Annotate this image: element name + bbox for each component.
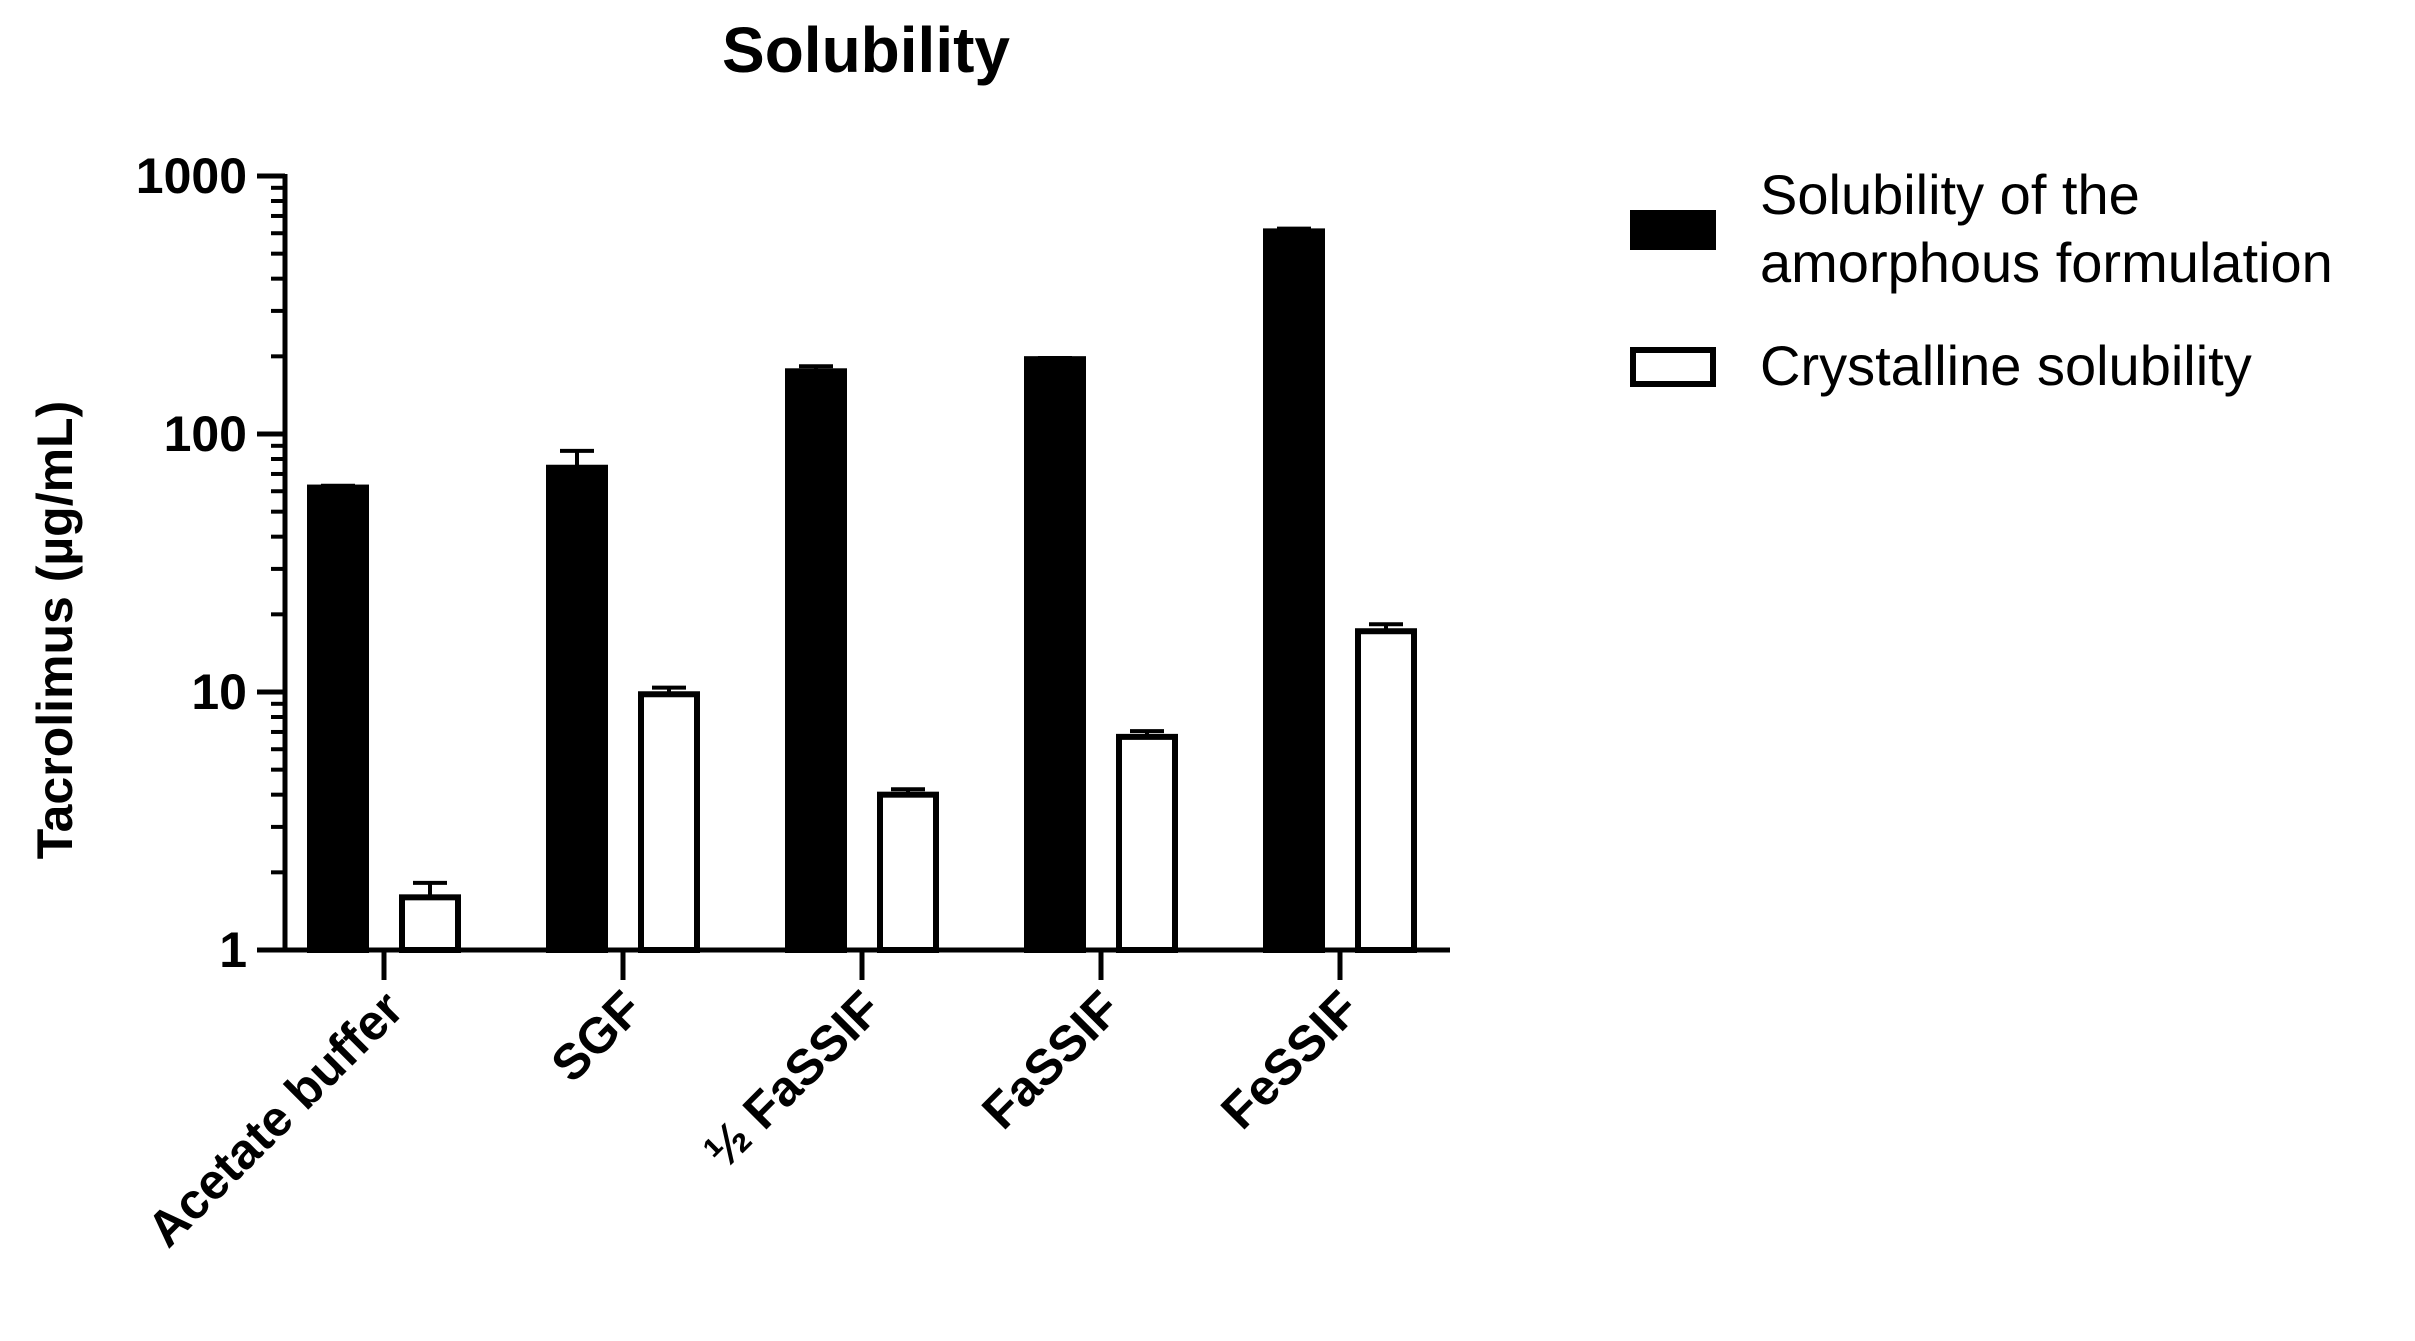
bar	[785, 368, 847, 953]
x-tick-label: Acetate buffer	[136, 980, 413, 1257]
x-tick-label: FeSSIF	[1210, 980, 1369, 1139]
x-tick-label: ½ FaSSIF	[693, 980, 892, 1179]
legend-label: Crystalline solubility	[1760, 334, 2252, 397]
chart-title: Solubility	[722, 14, 1010, 86]
bar	[877, 791, 939, 953]
bar	[1355, 628, 1417, 953]
bar	[399, 894, 461, 953]
bar	[307, 484, 369, 953]
bar	[1263, 228, 1325, 954]
y-axis-label: Tacrolimus (µg/mL)	[27, 401, 83, 859]
y-tick-label: 100	[164, 406, 247, 462]
bar	[1024, 356, 1086, 953]
bars	[307, 226, 1417, 954]
bar	[546, 464, 608, 953]
legend-label: amorphous formulation	[1760, 231, 2333, 294]
y-tick-label: 10	[191, 664, 247, 720]
legend-swatch	[1630, 210, 1716, 250]
x-tick-label: FaSSIF	[971, 980, 1130, 1139]
x-tick-label: SGF	[540, 980, 652, 1092]
y-tick-label: 1000	[136, 148, 247, 204]
bar	[638, 691, 700, 953]
legend-label: Solubility of the	[1760, 163, 2140, 226]
legend-swatch	[1630, 347, 1716, 387]
y-tick-label: 1	[219, 922, 247, 978]
bar	[1116, 733, 1178, 953]
